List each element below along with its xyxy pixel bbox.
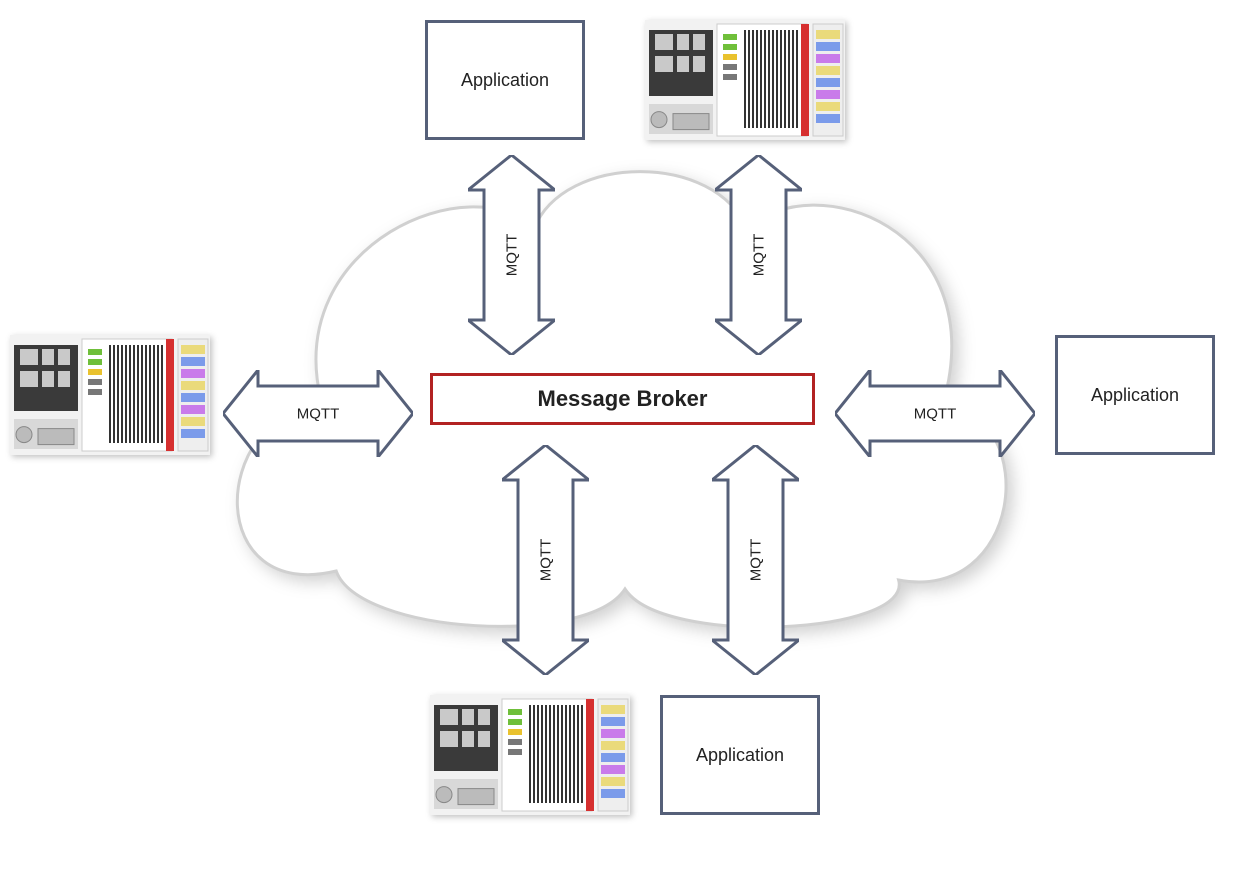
mqtt-arrow-label: MQTT bbox=[537, 539, 554, 582]
mqtt-arrow: MQTT bbox=[835, 370, 1035, 457]
device-node bbox=[430, 695, 630, 815]
application-label: Application bbox=[461, 70, 549, 91]
mqtt-arrow: MQTT bbox=[468, 155, 555, 355]
plc-device-icon bbox=[10, 335, 210, 455]
mqtt-arrow: MQTT bbox=[223, 370, 413, 457]
device-node bbox=[10, 335, 210, 455]
mqtt-arrow: MQTT bbox=[502, 445, 589, 675]
application-label: Application bbox=[696, 745, 784, 766]
plc-device-icon bbox=[645, 20, 845, 140]
mqtt-arrow-label: MQTT bbox=[503, 234, 520, 277]
mqtt-arrow: MQTT bbox=[715, 155, 802, 355]
application-node: Application bbox=[1055, 335, 1215, 455]
plc-device-icon bbox=[430, 695, 630, 815]
mqtt-arrow-label: MQTT bbox=[914, 405, 957, 422]
mqtt-arrow-label: MQTT bbox=[297, 405, 340, 422]
device-node bbox=[645, 20, 845, 140]
diagram-stage: { "canvas": { "width": 1241, "height": 8… bbox=[0, 0, 1241, 869]
mqtt-arrow-label: MQTT bbox=[747, 539, 764, 582]
application-node: Application bbox=[660, 695, 820, 815]
message-broker-label: Message Broker bbox=[538, 386, 708, 412]
application-label: Application bbox=[1091, 385, 1179, 406]
mqtt-arrow-label: MQTT bbox=[750, 234, 767, 277]
application-node: Application bbox=[425, 20, 585, 140]
message-broker-node: Message Broker bbox=[430, 373, 815, 425]
mqtt-arrow: MQTT bbox=[712, 445, 799, 675]
